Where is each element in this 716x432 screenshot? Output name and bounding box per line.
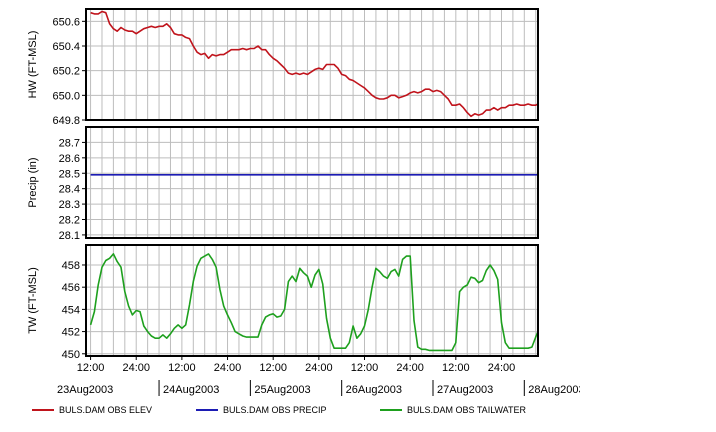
date-label: 24Aug2003 [163,384,219,396]
y-axis-label: TW (FT-MSL) [27,267,39,334]
series-line [89,253,539,352]
panel-middle: 28.7 28.6 28.5 28.4 28.3 28.2 28.1 Precip (in) [27,126,539,242]
y-tick-label: 28.2 [59,215,80,227]
x-tick-label: 12:00 [442,362,470,374]
y-tick-label: 650.6 [52,16,80,28]
panel-top: 650.6 650.4 650.2 650.0 649.8 HW (FT-MSL) [27,8,539,127]
y-tick-label: 450 [62,349,80,361]
x-tick-label: 24:00 [122,362,150,374]
y-tick-label: 650.4 [52,41,80,53]
date-label: 26Aug2003 [346,384,402,396]
y-axis-label: HW (FT-MSL) [27,31,39,99]
x-tick-label: 12:00 [351,362,379,374]
y-tick-label: 28.1 [59,230,80,242]
y-tick-label: 28.4 [59,184,80,196]
y-tick-label: 649.8 [52,115,80,127]
x-tick-label: 24:00 [488,362,516,374]
date-label: 28Aug2003 [528,384,580,396]
y-axis-label: Precip (in) [27,157,39,207]
hydrograph-chart: 650.6 650.4 650.2 650.0 649.8 HW (FT-MSL) 28.7… [27,8,580,415]
legend-label: BULS.DAM OBS TAILWATER [407,405,527,415]
x-tick-label: 24:00 [214,362,242,374]
x-tick-label: 12:00 [259,362,287,374]
y-tick-label: 28.7 [59,137,80,149]
y-tick-label: 28.3 [59,199,80,211]
y-tick-label: 454 [62,304,80,316]
x-tick-label: 24:00 [305,362,333,374]
y-tick-label: 458 [62,260,80,272]
date-label: 27Aug2003 [437,384,493,396]
x-tick-label: 12:00 [77,362,105,374]
legend-label: BULS.DAM OBS PRECIP [223,405,327,415]
x-tick-label: 24:00 [396,362,424,374]
legend-label: BULS.DAM OBS ELEV [59,405,152,415]
series-line [90,10,539,118]
y-tick-label: 452 [62,327,80,339]
date-label: 25Aug2003 [254,384,310,396]
panel-frame [85,244,539,357]
x-tick-label: 12:00 [168,362,196,374]
panel-bottom: 458 456 454 452 450 TW (FT-MSL) [27,244,539,361]
y-tick-label: 456 [62,282,80,294]
y-tick-label: 28.5 [59,168,80,180]
date-label: 23Aug2003 [57,384,113,396]
y-tick-label: 650.0 [52,90,80,102]
y-tick-label: 650.2 [52,66,80,78]
y-tick-label: 28.6 [59,153,80,165]
chart-svg: 650.6 650.4 650.2 650.0 649.8 HW (FT-MSL) 28.7… [27,8,580,415]
panel-frame [85,8,539,121]
panel-frame [85,126,539,239]
